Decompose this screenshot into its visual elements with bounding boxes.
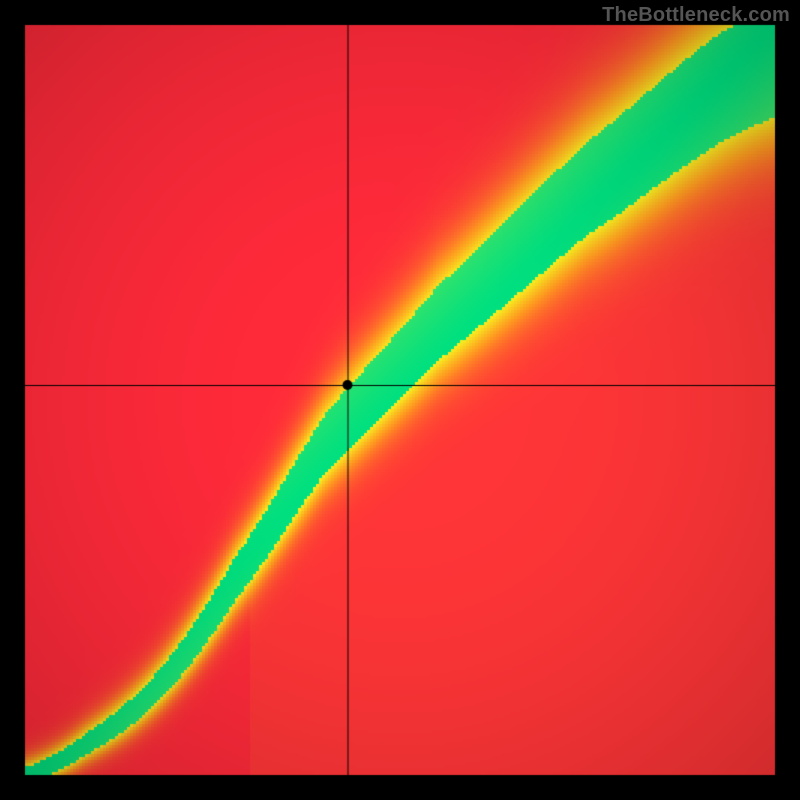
bottleneck-heatmap xyxy=(0,0,800,800)
chart-container: { "watermark": { "text": "TheBottleneck.… xyxy=(0,0,800,800)
watermark-text: TheBottleneck.com xyxy=(602,4,790,27)
